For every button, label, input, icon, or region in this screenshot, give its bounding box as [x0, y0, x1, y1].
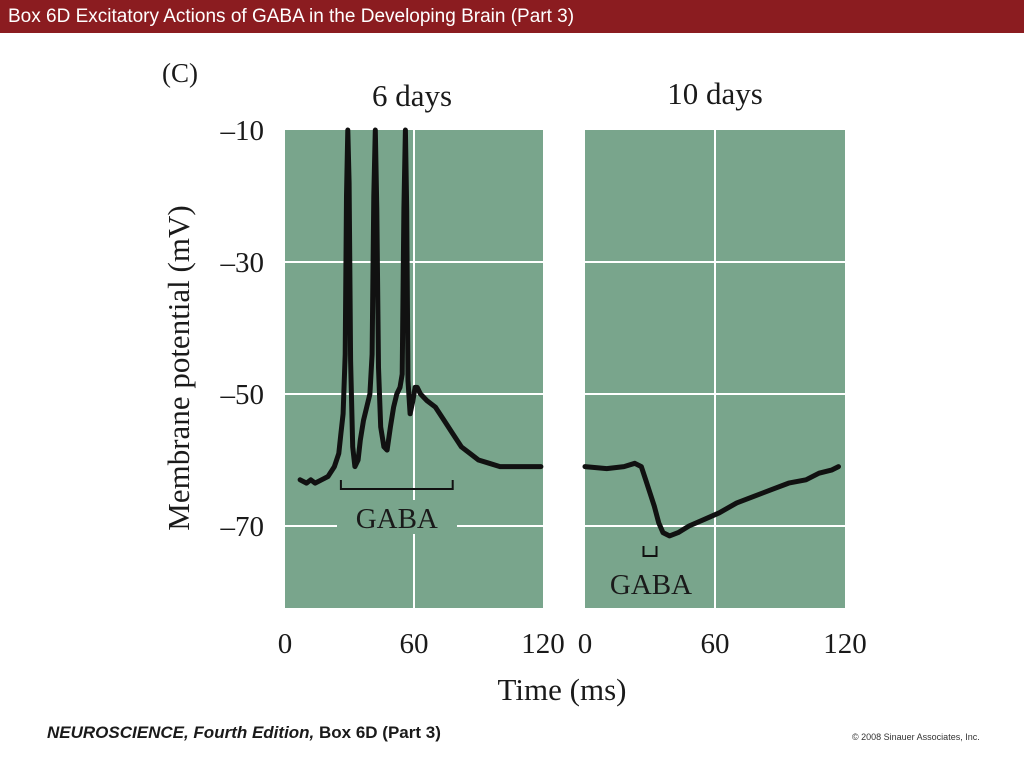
title-bar: Box 6D Excitatory Actions of GABA in the…	[0, 0, 1024, 33]
gaba-label: GABA	[356, 503, 438, 535]
y-tick-label: –70	[220, 511, 265, 543]
footer-ref: Box 6D (Part 3)	[319, 723, 441, 742]
gaba-label-backdrop	[596, 566, 706, 602]
footer-book: NEUROSCIENCE,	[47, 723, 189, 742]
gaba-label-backdrop	[337, 500, 457, 534]
y-tick-label: –30	[220, 247, 265, 279]
footer-citation: NEUROSCIENCE, Fourth Edition, Box 6D (Pa…	[47, 723, 441, 743]
membrane-potential-trace	[582, 460, 841, 539]
panel-title: 10 days	[667, 76, 763, 111]
chart-panel-2: 10 days 0 60 120 GABA	[578, 76, 867, 660]
footer-edition: Fourth Edition,	[193, 723, 315, 742]
slide-title: Box 6D Excitatory Actions of GABA in the…	[8, 6, 575, 27]
chart-panel-1: 6 days 0 60 120 GABA	[278, 78, 565, 660]
gaba-application-bracket	[339, 480, 454, 490]
gaba-label: GABA	[610, 569, 692, 601]
gaba-application-bracket	[642, 546, 658, 557]
x-tick-label: 120	[521, 628, 565, 660]
panel-label: (C)	[162, 58, 198, 88]
x-tick-label: 60	[701, 628, 730, 660]
x-axis-label: Time (ms)	[498, 672, 627, 707]
x-tick-label: 60	[400, 628, 429, 660]
x-tick-label: 0	[578, 628, 593, 660]
y-axis-label: Membrane potential (mV)	[161, 205, 196, 530]
y-tick-label: –10	[220, 115, 265, 147]
x-tick-label: 0	[278, 628, 293, 660]
y-tick-label: –50	[220, 379, 265, 411]
x-tick-label: 120	[823, 628, 867, 660]
panel-title: 6 days	[372, 78, 452, 113]
footer-copyright: © 2008 Sinauer Associates, Inc.	[852, 732, 980, 742]
membrane-potential-trace	[297, 127, 544, 486]
